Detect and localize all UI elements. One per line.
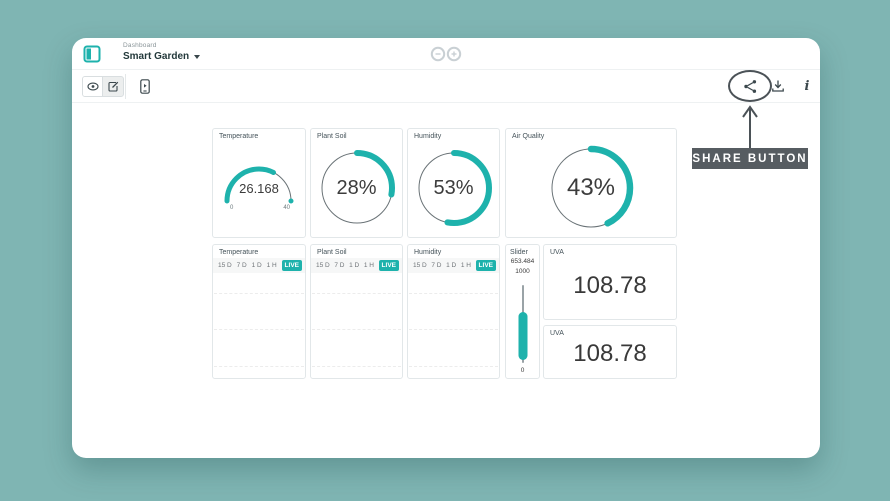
arduino-logo-icon [429, 46, 463, 67]
range-7d-button[interactable]: 7 D [334, 262, 345, 269]
gauge-min-label: 0 [230, 205, 234, 211]
ring-gauge: 43% [506, 145, 676, 231]
widget-humidity-gauge: Humidity 53% [407, 128, 500, 238]
range-live-button[interactable]: LIVE [475, 260, 496, 271]
eye-icon [86, 82, 99, 91]
chart-gridline [214, 366, 304, 367]
sidebar-toggle-icon[interactable] [83, 45, 101, 63]
toolbar-divider [125, 74, 126, 99]
widget-title: Air Quality [512, 133, 545, 140]
download-icon [772, 80, 784, 92]
value-readout: 108.78 [573, 340, 647, 367]
edit-pencil-icon [107, 81, 118, 92]
semi-gauge [213, 159, 305, 205]
view-mode-toggle [82, 76, 124, 97]
gauge-value: 26.168 [239, 181, 279, 196]
value-readout: 108.78 [573, 272, 647, 299]
widget-title: Temperature [219, 133, 259, 140]
widget-slider: Slider 653.484 1000 0 [505, 244, 540, 379]
widget-humidity-chart: Humidity 15 D 7 D 1 D 1 H LIVE [407, 244, 500, 379]
info-icon: i [804, 78, 810, 94]
slider-value: 653.484 [510, 258, 535, 265]
range-15d-button[interactable]: 15 D [316, 262, 330, 269]
header-bar: Dashboard Smart Garden [72, 38, 820, 70]
annotation-circle [728, 70, 772, 102]
dashboard-window: Dashboard Smart Garden [72, 38, 820, 458]
download-button[interactable] [767, 75, 789, 97]
widget-title: Humidity [414, 249, 442, 256]
widget-plant-soil-gauge: Plant Soil 28% [310, 128, 403, 238]
slider-min-label: 0 [520, 367, 525, 374]
widget-title: Humidity [414, 133, 442, 140]
chart-gridline [409, 329, 498, 330]
widget-title: UVA [550, 330, 564, 337]
widget-title: Plant Soil [317, 133, 347, 140]
gauge-max-label: 40 [283, 205, 290, 211]
phone-icon [140, 79, 150, 94]
annotation-arrow-icon [741, 103, 759, 154]
chart-gridline [312, 366, 401, 367]
slider-max-label: 1000 [515, 268, 530, 275]
range-7d-button[interactable]: 7 D [431, 262, 442, 269]
dashboard-title-block: Dashboard Smart Garden [123, 42, 201, 62]
range-1h-button[interactable]: 1 H [460, 262, 471, 269]
widget-plant-soil-chart: Plant Soil 15 D 7 D 1 D 1 H LIVE [310, 244, 403, 379]
time-range-selector: 15 D 7 D 1 D 1 H LIVE [213, 258, 305, 273]
gauge-value: 43% [566, 174, 616, 201]
info-button[interactable]: i [796, 75, 818, 97]
annotation-label: SHARE BUTTON [692, 148, 808, 169]
range-15d-button[interactable]: 15 D [218, 262, 232, 269]
dashboard-selector[interactable]: Smart Garden [123, 51, 201, 62]
chevron-down-icon [194, 54, 201, 59]
chart-gridline [312, 329, 401, 330]
widget-temperature-chart: Temperature 15 D 7 D 1 D 1 H LIVE [212, 244, 306, 379]
edit-mode-button[interactable] [103, 77, 123, 96]
dashboard-title: Smart Garden [123, 51, 190, 62]
time-range-selector: 15 D 7 D 1 D 1 H LIVE [311, 258, 402, 273]
widget-temperature-gauge: Temperature 26.168 0 40 [212, 128, 306, 238]
widget-uva-value-1: UVA 108.78 [543, 244, 677, 320]
range-1d-button[interactable]: 1 D [251, 262, 262, 269]
slider-thumb[interactable] [518, 311, 527, 360]
gauge-value: 53% [433, 176, 474, 199]
widget-title: Temperature [219, 249, 259, 256]
range-7d-button[interactable]: 7 D [236, 262, 247, 269]
widget-uva-value-2: UVA 108.78 [543, 325, 677, 379]
toolbar: i [72, 70, 820, 103]
mobile-preview-button[interactable] [135, 76, 155, 97]
range-1h-button[interactable]: 1 H [266, 262, 277, 269]
dashboard-eyebrow: Dashboard [123, 42, 157, 49]
ring-gauge: 53% [408, 149, 499, 227]
chart-gridline [312, 293, 401, 294]
chart-gridline [214, 329, 304, 330]
widget-title: Slider [510, 249, 528, 256]
chart-gridline [214, 293, 304, 294]
widget-title: UVA [550, 249, 564, 256]
range-15d-button[interactable]: 15 D [413, 262, 427, 269]
gauge-value: 28% [336, 176, 377, 199]
view-mode-button[interactable] [83, 77, 103, 96]
range-1d-button[interactable]: 1 D [446, 262, 457, 269]
chart-gridline [409, 293, 498, 294]
widget-air-quality-gauge: Air Quality 43% [505, 128, 677, 238]
range-1h-button[interactable]: 1 H [363, 262, 374, 269]
range-1d-button[interactable]: 1 D [349, 262, 360, 269]
widget-title: Plant Soil [317, 249, 347, 256]
range-live-button[interactable]: LIVE [378, 260, 399, 271]
chart-gridline [409, 366, 498, 367]
ring-gauge: 28% [311, 149, 402, 227]
time-range-selector: 15 D 7 D 1 D 1 H LIVE [408, 258, 499, 273]
range-live-button[interactable]: LIVE [281, 260, 302, 271]
